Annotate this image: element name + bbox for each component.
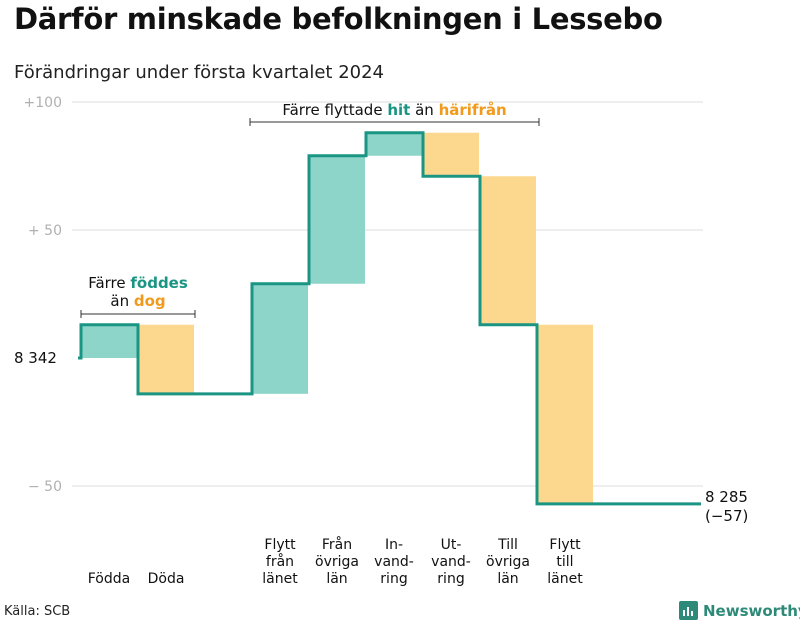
- bar: [309, 155, 365, 284]
- category-label: Flytt från länet: [262, 537, 298, 587]
- category-label: In-vand-ring: [374, 537, 414, 587]
- start-value-label: 8 342: [14, 349, 57, 367]
- category-label: Till övriga län: [486, 537, 530, 587]
- bars: [81, 132, 593, 504]
- y-tick-label: +100: [24, 95, 62, 111]
- step-line: [78, 131, 701, 506]
- gridlines: [72, 101, 703, 487]
- logo-text: Newsworthy: [703, 601, 800, 620]
- y-tick-label: − 50: [28, 479, 62, 495]
- bar: [81, 324, 137, 358]
- bar: [138, 324, 194, 394]
- y-tick-label: + 50: [28, 223, 62, 239]
- annotation-migration: Färre flyttade hit än härifrån: [282, 101, 506, 119]
- y-axis-ticks: +100 + 50 − 50: [24, 95, 62, 495]
- bar: [480, 176, 536, 325]
- annotation-births-line1: Färre föddes: [88, 274, 188, 292]
- newsworthy-logo: Newsworthy: [679, 601, 800, 620]
- category-label: Ut-vand-ring: [431, 537, 471, 587]
- bar: [537, 324, 593, 504]
- value-labels: 8 342 8 285(−57): [14, 349, 748, 525]
- category-label: Från övriga län: [315, 536, 359, 587]
- source-note: Källa: SCB: [4, 604, 71, 619]
- bar: [423, 132, 479, 177]
- end-value-label: 8 285: [705, 488, 748, 506]
- category-labels: Födda Döda Flytt från länet Från övriga län In-v…: [88, 536, 583, 587]
- bar: [366, 132, 422, 156]
- chart-title: Därför minskade befolkningen i Lessebo: [14, 2, 663, 36]
- chart-subtitle: Förändringar under första kvartalet 2024: [14, 62, 385, 83]
- step-line: [78, 131, 701, 506]
- bar: [252, 283, 308, 394]
- category-label: Döda: [148, 571, 185, 587]
- category-label: Flytt till länet: [547, 537, 583, 587]
- end-change-label: (−57): [705, 507, 748, 525]
- category-label: Födda: [88, 571, 130, 587]
- annotation-births-line2: än dog: [110, 292, 165, 310]
- bar-chart-icon: [679, 601, 698, 620]
